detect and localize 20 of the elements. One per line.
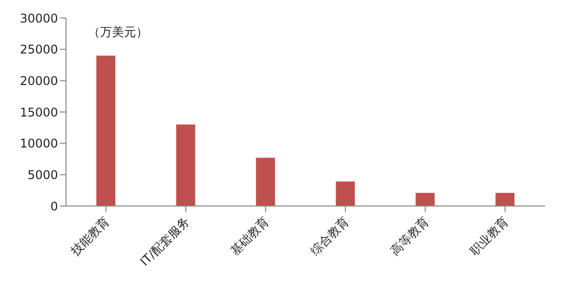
bar	[496, 192, 515, 206]
y-tick-label: 15000	[20, 105, 58, 120]
bar	[336, 182, 355, 206]
y-tick-label: 0	[50, 199, 58, 214]
y-tick-label: 20000	[20, 74, 58, 88]
y-axis-title: （万美元）	[88, 24, 148, 41]
x-tick-label: 基础教育	[228, 214, 272, 258]
bar	[96, 56, 116, 206]
bar	[176, 124, 196, 206]
y-tick-label: 10000	[20, 136, 58, 151]
x-tick-label: 技能教育	[67, 214, 112, 259]
x-tick-label: 综合教育	[308, 214, 352, 258]
x-tick-label: 高等教育	[388, 214, 432, 258]
y-tick-label: 5000	[27, 168, 58, 182]
bar	[416, 192, 435, 206]
y-tick-label: 30000	[20, 11, 58, 26]
x-tick-label: 职业教育	[467, 214, 512, 258]
bar	[256, 158, 276, 206]
y-tick-label: 25000	[20, 42, 58, 57]
x-tick-label: IT/配套服务	[137, 214, 192, 269]
